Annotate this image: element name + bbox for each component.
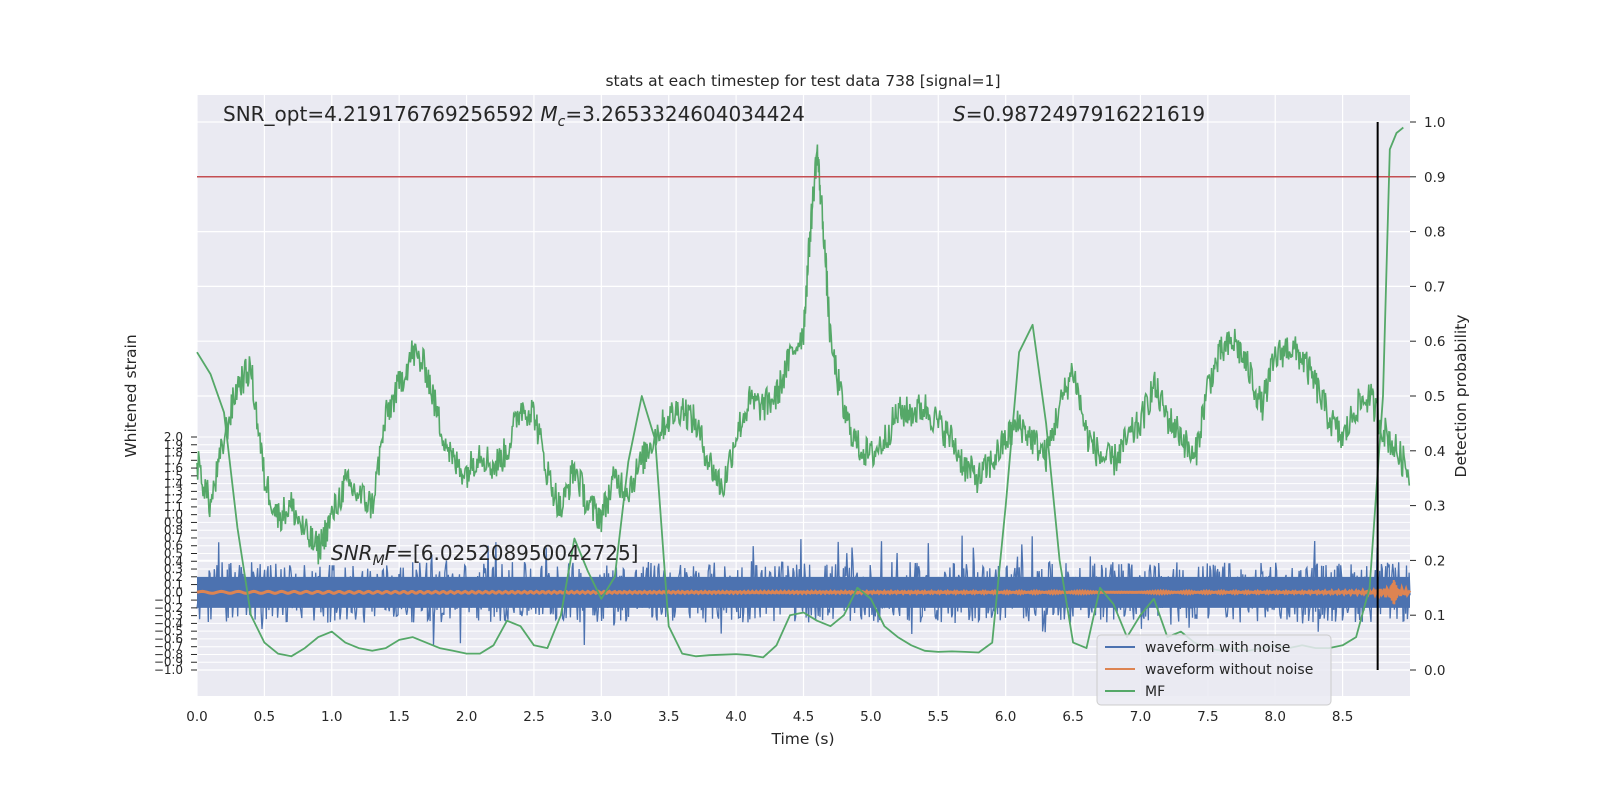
x-tick-label: 0.5 — [254, 709, 275, 725]
clean-waveform-line — [196, 583, 1412, 600]
left-tick-label: 2.0 — [164, 430, 183, 444]
series-detection-probability — [196, 144, 1411, 565]
legend-label-clean: waveform without noise — [1145, 662, 1313, 678]
left-tick-label: 1.9 — [164, 438, 183, 452]
x-tick-label: 7.0 — [1130, 709, 1151, 725]
left-tick-label: −0.2 — [154, 601, 183, 615]
left-tick-label: 1.2 — [164, 492, 183, 506]
s-symbol: S — [953, 102, 966, 126]
left-tick-label: −0.7 — [154, 640, 183, 654]
x-tick-label: 5.0 — [860, 709, 881, 725]
mc-value: =3.2653324604034424 — [565, 102, 804, 126]
series-waveform-without-noise — [196, 579, 1412, 605]
right-tick-label: 0.2 — [1424, 553, 1445, 569]
snr-mf-subscript: M — [373, 553, 385, 569]
left-tick-label: 0.7 — [164, 531, 183, 545]
snr-opt-annotation: SNR_opt=4.219176769256592 Mc=3.265332460… — [223, 102, 805, 130]
left-tick-label: −0.9 — [154, 655, 183, 669]
x-tick-label: 0.0 — [186, 709, 207, 725]
left-tick-label: −0.8 — [154, 647, 183, 661]
right-tick-label: 0.8 — [1424, 225, 1445, 241]
s-value: =0.9872497916221619 — [966, 102, 1205, 126]
snr-opt-text: SNR_opt=4.219176769256592 — [223, 102, 534, 126]
x-tick-label: 5.5 — [928, 709, 949, 725]
x-tick-label: 7.5 — [1197, 709, 1218, 725]
x-tick-label: 1.0 — [321, 709, 342, 725]
left-tick-label: 0.1 — [164, 578, 183, 592]
x-tick-label: 8.5 — [1332, 709, 1353, 725]
x-tick-label: 4.0 — [725, 709, 746, 725]
left-tick-label: 1.6 — [164, 461, 183, 475]
left-tick-label: 1.1 — [164, 500, 183, 514]
right-tick-label: 0.5 — [1424, 389, 1445, 405]
left-tick-label: 1.7 — [164, 453, 183, 467]
x-tick-label: 2.5 — [523, 709, 544, 725]
left-tick-label: −0.4 — [154, 616, 183, 630]
left-tick-label: 0.3 — [164, 562, 183, 576]
left-tick-label: 0.9 — [164, 515, 183, 529]
right-tick-label: 0.4 — [1424, 444, 1445, 460]
snr-mf-annotation: SNRMF=[6.025208950042725] — [331, 541, 639, 569]
legend-label-mf: MF — [1145, 684, 1165, 700]
snr-mf-symbol: SNR — [331, 541, 373, 565]
probability-line — [196, 144, 1411, 565]
left-tick-label: 1.8 — [164, 446, 183, 460]
left-tick-label: 0.5 — [164, 547, 183, 561]
x-tick-label: 3.0 — [591, 709, 612, 725]
left-tick-label: 0.2 — [164, 570, 183, 584]
right-tick-label: 0.3 — [1424, 499, 1445, 515]
x-tick-label: 6.5 — [1062, 709, 1083, 725]
left-tick-label: −0.1 — [154, 593, 183, 607]
left-tick-label: 1.4 — [164, 477, 183, 491]
left-tick-label: −1.0 — [154, 663, 183, 677]
clean-waveform-chirp — [1380, 579, 1408, 605]
x-tick-label: 6.0 — [995, 709, 1016, 725]
x-axis-label: Time (s) — [770, 730, 834, 748]
right-tick-label: 0.9 — [1424, 170, 1445, 186]
mc-subscript: c — [558, 114, 566, 130]
left-tick-label: 1.0 — [164, 508, 183, 522]
s-annotation: S=0.9872497916221619 — [953, 102, 1205, 126]
snr-mf-value: =[6.025208950042725] — [396, 541, 638, 565]
right-tick-label: 0.6 — [1424, 334, 1445, 350]
left-axis-label: Whitened strain — [122, 334, 140, 457]
x-tick-label: 2.0 — [456, 709, 477, 725]
right-tick-label: 0.0 — [1424, 663, 1445, 679]
x-tick-label: 3.5 — [658, 709, 679, 725]
chart-title: stats at each timestep for test data 738… — [605, 72, 1000, 90]
legend: waveform with noise waveform without noi… — [1096, 634, 1332, 706]
left-tick-label: −0.3 — [154, 609, 183, 623]
left-tick-label: −0.6 — [154, 632, 183, 646]
left-tick-label: 0.6 — [164, 539, 183, 553]
left-tick-label: 1.5 — [164, 469, 183, 483]
left-tick-label: 1.3 — [164, 484, 183, 498]
x-tick-label: 8.0 — [1264, 709, 1285, 725]
left-tick-label: −0.5 — [154, 624, 183, 638]
left-tick-label: 0.8 — [164, 523, 183, 537]
left-tick-label: 0.4 — [164, 554, 183, 568]
x-tick-label: 1.5 — [388, 709, 409, 725]
right-tick-label: 0.1 — [1424, 608, 1445, 624]
right-tick-label: 0.7 — [1424, 279, 1445, 295]
mc-symbol: M — [540, 102, 557, 126]
legend-label-noise: waveform with noise — [1145, 640, 1290, 656]
axes: 0.0 0.5 1.0 1.5 2.0 2.5 3.0 3.5 4.0 4.5 5.0 5.5 6.0 6… — [154, 115, 1446, 725]
right-axis-label: Detection probability — [1452, 315, 1470, 478]
left-tick-label: 0.0 — [164, 585, 183, 599]
snr-mf-F: F — [385, 541, 397, 565]
x-tick-label: 4.5 — [793, 709, 814, 725]
right-tick-label: 1.0 — [1424, 115, 1445, 131]
legend-box — [1096, 634, 1332, 706]
